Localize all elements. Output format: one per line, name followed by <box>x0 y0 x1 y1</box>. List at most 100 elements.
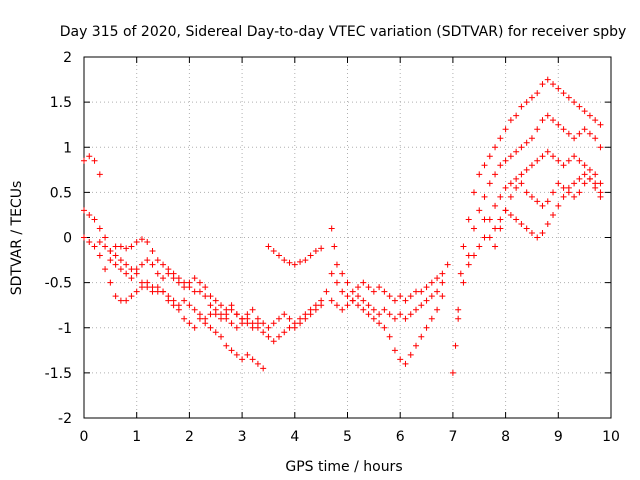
data-point <box>86 153 93 160</box>
data-point <box>244 320 251 327</box>
data-point <box>133 266 140 273</box>
data-point <box>539 117 546 124</box>
data-point <box>457 270 464 277</box>
data-point <box>117 257 124 264</box>
data-point <box>513 175 520 182</box>
data-point <box>460 243 467 250</box>
data-point <box>202 284 209 291</box>
data-point <box>481 234 488 241</box>
data-point <box>212 311 219 318</box>
data-point <box>586 175 593 182</box>
data-point <box>576 189 583 196</box>
data-point <box>528 135 535 142</box>
data-point <box>481 162 488 169</box>
data-point <box>507 153 514 160</box>
data-point <box>449 369 456 376</box>
data-point <box>391 315 398 322</box>
data-point <box>539 229 546 236</box>
series-track-a <box>81 153 103 178</box>
data-point <box>592 180 599 187</box>
series-track-c <box>81 234 325 345</box>
data-point <box>571 153 578 160</box>
data-point <box>175 302 182 309</box>
data-point <box>486 180 493 187</box>
data-point <box>428 293 435 300</box>
data-point <box>391 347 398 354</box>
data-point <box>370 288 377 295</box>
data-point <box>286 324 293 331</box>
series-track-k <box>455 112 604 322</box>
data-point <box>581 108 588 115</box>
data-point <box>407 293 414 300</box>
data-point <box>502 184 509 191</box>
data-point <box>328 297 335 304</box>
data-point <box>381 306 388 313</box>
x-tick-label: 0 <box>80 429 89 445</box>
data-point <box>138 261 145 268</box>
data-point <box>418 302 425 309</box>
data-point <box>550 81 557 88</box>
data-point <box>333 302 340 309</box>
data-point <box>581 126 588 133</box>
data-point <box>286 259 293 266</box>
data-point <box>102 234 109 241</box>
data-point <box>107 248 114 255</box>
data-point <box>86 239 93 246</box>
data-point <box>331 243 338 250</box>
data-point <box>91 243 98 250</box>
data-point <box>181 297 188 304</box>
data-point <box>592 135 599 142</box>
data-point <box>523 139 530 146</box>
data-point <box>581 162 588 169</box>
data-point <box>265 333 272 340</box>
data-point <box>518 103 525 110</box>
data-point <box>160 275 167 282</box>
data-point <box>244 351 251 358</box>
data-point <box>112 243 119 250</box>
data-point <box>571 135 578 142</box>
y-tick-label: 0 <box>63 231 72 247</box>
data-point <box>175 279 182 286</box>
data-point <box>128 293 135 300</box>
data-point <box>218 333 225 340</box>
data-point <box>186 279 193 286</box>
data-point <box>144 257 151 264</box>
data-point <box>218 315 225 322</box>
data-point <box>560 126 567 133</box>
data-point <box>470 252 477 259</box>
data-point <box>502 157 509 164</box>
data-point <box>165 293 172 300</box>
data-point <box>191 324 198 331</box>
data-point <box>481 216 488 223</box>
data-point <box>355 284 362 291</box>
data-point <box>402 360 409 367</box>
data-point <box>260 365 267 372</box>
data-point <box>571 99 578 106</box>
data-point <box>381 324 388 331</box>
data-point <box>112 293 119 300</box>
data-point <box>312 248 319 255</box>
data-point <box>149 261 156 268</box>
y-tick-label: -2 <box>58 411 72 427</box>
data-point <box>592 117 599 124</box>
series-track-m <box>481 175 604 250</box>
data-point <box>297 315 304 322</box>
data-point <box>507 211 514 218</box>
data-point <box>523 99 530 106</box>
data-point <box>539 153 546 160</box>
data-point <box>581 171 588 178</box>
data-point <box>286 315 293 322</box>
data-point <box>497 216 504 223</box>
series-track-e <box>107 257 261 331</box>
data-point <box>560 90 567 97</box>
data-point <box>344 302 351 309</box>
data-point <box>397 356 404 363</box>
data-point <box>386 293 393 300</box>
data-point <box>312 302 319 309</box>
data-point <box>244 311 251 318</box>
data-point <box>576 103 583 110</box>
data-point <box>281 311 288 318</box>
data-point <box>297 258 304 265</box>
data-point <box>497 193 504 200</box>
